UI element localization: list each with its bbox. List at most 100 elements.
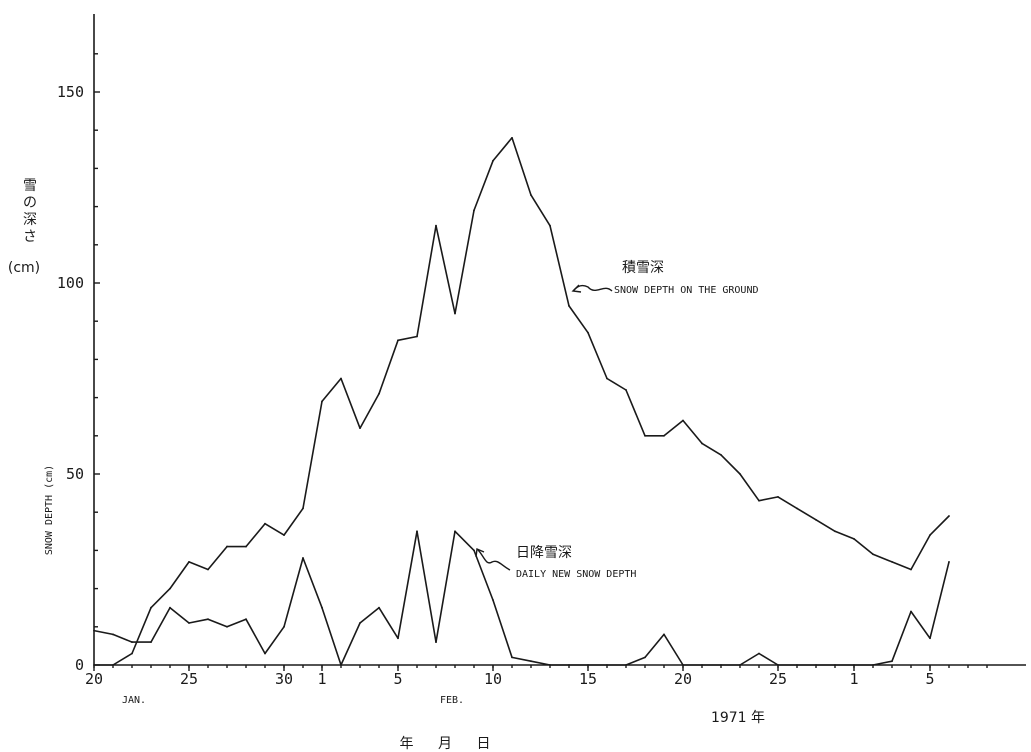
series-line-0 (94, 137, 950, 666)
data-point (283, 625, 285, 628)
data-point (929, 534, 931, 537)
data-point (625, 389, 627, 391)
data-point (606, 664, 608, 666)
data-point (321, 400, 323, 403)
data-point (891, 560, 893, 563)
ylabel-jp-char: 深 (23, 212, 37, 228)
data-point (93, 629, 95, 632)
data-point (910, 610, 912, 613)
y-tick-label: 100 (57, 274, 84, 292)
data-point (853, 664, 855, 666)
data-point (150, 606, 152, 609)
data-point (948, 515, 950, 517)
series-line-1 (93, 530, 950, 666)
data-point (549, 224, 551, 227)
data-point (378, 392, 380, 395)
data-point (720, 454, 722, 456)
data-point (492, 159, 494, 162)
annotation-arrowhead-daily (475, 547, 485, 558)
data-point (112, 633, 114, 636)
data-point (530, 660, 532, 663)
data-point (169, 606, 171, 609)
data-point (910, 568, 912, 571)
data-point (397, 637, 399, 640)
annotation-en-ground: SNOW DEPTH ON THE GROUND (614, 285, 759, 296)
year-label: 1971 年 (711, 710, 765, 726)
data-point (454, 312, 456, 315)
data-point (359, 427, 361, 430)
data-point (739, 664, 741, 666)
x-tick-label: 1 (317, 670, 326, 688)
data-point (340, 377, 342, 380)
data-point (701, 442, 703, 445)
annotation-pointer-daily (477, 549, 511, 571)
data-point (188, 560, 190, 563)
data-point (93, 664, 95, 666)
data-point (226, 625, 228, 628)
data-point (568, 664, 570, 666)
data-point (264, 652, 266, 655)
x-tick-label: 30 (275, 670, 293, 688)
data-point (397, 339, 399, 342)
data-point (207, 618, 209, 621)
data-point (815, 664, 817, 666)
data-point (587, 664, 589, 666)
data-point (321, 606, 323, 609)
data-point (378, 606, 380, 609)
data-point (853, 538, 855, 540)
data-point (207, 568, 209, 571)
data-point (834, 664, 836, 666)
data-point (929, 637, 931, 640)
data-point (625, 664, 627, 666)
y-tick-label: 0 (75, 656, 84, 674)
x-tick-label: 25 (769, 670, 787, 688)
annotation-en-daily: DAILY NEW SNOW DEPTH (516, 569, 636, 580)
data-point (454, 530, 456, 533)
data-point (188, 622, 190, 624)
x-tick-label: 20 (85, 670, 103, 688)
month-label-feb: FEB. (440, 695, 464, 706)
x-tick-label: 25 (180, 670, 198, 688)
data-point (226, 545, 228, 548)
data-point (416, 335, 418, 338)
data-point (264, 522, 266, 525)
data-point (492, 599, 494, 601)
annotation-pointer-ground (573, 284, 613, 292)
data-point (150, 641, 152, 643)
annotation-arrowhead-ground (571, 284, 582, 293)
data-point (644, 434, 646, 437)
data-point (777, 496, 779, 498)
data-point (416, 530, 418, 533)
annotation-jp-ground: 積雪深 (622, 260, 664, 276)
data-point (473, 209, 475, 212)
x-tick-label: 1 (849, 670, 858, 688)
data-point (644, 656, 646, 659)
data-point (796, 664, 798, 666)
ylabel-jp-char: の (23, 195, 37, 211)
data-point (758, 499, 760, 502)
ylabel-en: SNOW DEPTH (cm) (44, 465, 55, 555)
month-label-jan: JAN. (122, 695, 146, 706)
x-tick-label: 5 (925, 670, 934, 688)
data-point (663, 434, 665, 437)
y-tick-label: 150 (57, 83, 84, 101)
ylabel-jp-char: 雪 (23, 178, 37, 194)
data-point (891, 660, 893, 663)
x-tick-label: 10 (484, 670, 502, 688)
data-point (131, 641, 133, 643)
ylabel-jp-unit: (cm) (8, 260, 40, 276)
xlabel-jp: 年 月 日 (400, 736, 501, 752)
data-point (359, 622, 361, 624)
x-tick-label: 5 (393, 670, 402, 688)
annotation-jp-daily: 日降雪深 (516, 545, 572, 561)
data-point (549, 664, 551, 666)
data-point (796, 507, 798, 510)
data-point (511, 656, 513, 659)
data-point (511, 136, 513, 139)
data-point (815, 518, 817, 521)
data-point (948, 560, 950, 563)
data-point (739, 473, 741, 475)
